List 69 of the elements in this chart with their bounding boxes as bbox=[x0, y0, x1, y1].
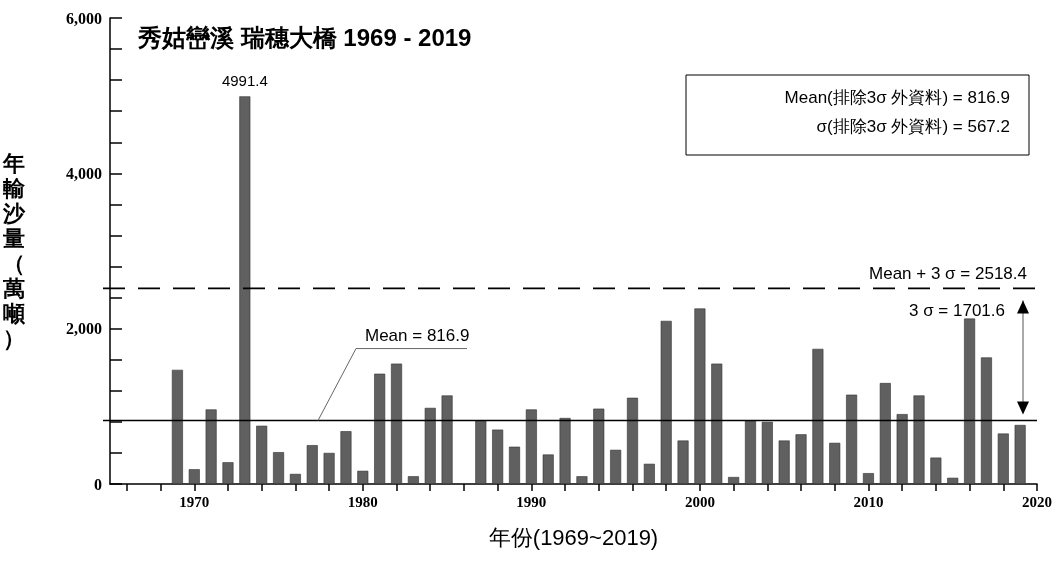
bar bbox=[913, 395, 925, 484]
x-tick-label: 1970 bbox=[179, 493, 210, 510]
bar bbox=[256, 425, 268, 484]
bar bbox=[542, 454, 554, 484]
y-tick-label: 6,000 bbox=[66, 9, 102, 27]
bar bbox=[846, 394, 858, 484]
bar bbox=[896, 414, 908, 484]
bar bbox=[744, 420, 756, 484]
bar bbox=[694, 308, 706, 484]
chart-title: 秀姑巒溪 瑞穗大橋 1969 - 2019 bbox=[137, 23, 472, 51]
bar bbox=[391, 363, 403, 484]
bar bbox=[289, 473, 301, 484]
bar bbox=[879, 383, 891, 484]
bar bbox=[711, 363, 723, 484]
bar bbox=[239, 96, 251, 484]
bar bbox=[188, 469, 200, 484]
bar bbox=[576, 476, 588, 484]
x-tick-label: 1980 bbox=[347, 493, 378, 510]
bar bbox=[728, 477, 740, 484]
bar bbox=[306, 445, 318, 484]
bar bbox=[997, 433, 1009, 484]
bar bbox=[761, 421, 773, 484]
bar bbox=[222, 462, 234, 484]
bar bbox=[492, 429, 504, 484]
bar bbox=[947, 477, 959, 484]
x-tick-label: 1990 bbox=[516, 493, 547, 510]
bar bbox=[205, 409, 217, 484]
x-tick-label: 2000 bbox=[684, 493, 715, 510]
bar bbox=[525, 409, 537, 484]
bar bbox=[374, 373, 386, 484]
annotation: 3 σ = 1701.6 bbox=[908, 301, 1005, 321]
bar bbox=[273, 452, 285, 484]
bar bbox=[323, 452, 335, 484]
x-tick-label: 2010 bbox=[853, 493, 884, 510]
bar bbox=[862, 473, 874, 484]
y-tick-label: 2,000 bbox=[66, 320, 102, 338]
x-tick-label: 2020 bbox=[1022, 493, 1052, 510]
annotation: Mean(排除3σ 外資料) = 816.9 bbox=[784, 87, 1010, 107]
bar bbox=[441, 395, 453, 484]
x-axis-title: 年份(1969~2019) bbox=[488, 524, 659, 550]
bar bbox=[812, 348, 824, 484]
bar bbox=[660, 320, 672, 484]
bar bbox=[340, 431, 352, 484]
y-tick-label: 0 bbox=[94, 475, 102, 493]
bar bbox=[357, 470, 369, 484]
bar bbox=[559, 417, 571, 484]
bar bbox=[171, 369, 183, 484]
y-tick-label: 4,000 bbox=[66, 164, 102, 182]
bar bbox=[930, 457, 942, 484]
bar bbox=[829, 442, 841, 484]
y-axis-title: 年輸沙量（萬噸） bbox=[2, 151, 26, 351]
bar bbox=[424, 407, 436, 484]
ref-line-label: Mean = 816.9 bbox=[365, 325, 470, 345]
annotation: σ(排除3σ 外資料) = 567.2 bbox=[816, 116, 1010, 136]
bar bbox=[610, 449, 622, 484]
bar bbox=[407, 476, 419, 484]
bar bbox=[626, 397, 638, 484]
bar bbox=[643, 463, 655, 484]
data-label: 4991.4 bbox=[221, 72, 268, 90]
bar bbox=[778, 440, 790, 484]
bar bbox=[980, 357, 992, 484]
bar bbox=[475, 420, 487, 484]
bar bbox=[677, 440, 689, 484]
bar bbox=[593, 408, 605, 484]
bar bbox=[509, 446, 521, 484]
bar bbox=[964, 318, 976, 484]
bar bbox=[1014, 424, 1026, 484]
bar bbox=[795, 434, 807, 484]
ref-line-label: Mean + 3 σ = 2518.4 bbox=[869, 264, 1027, 284]
